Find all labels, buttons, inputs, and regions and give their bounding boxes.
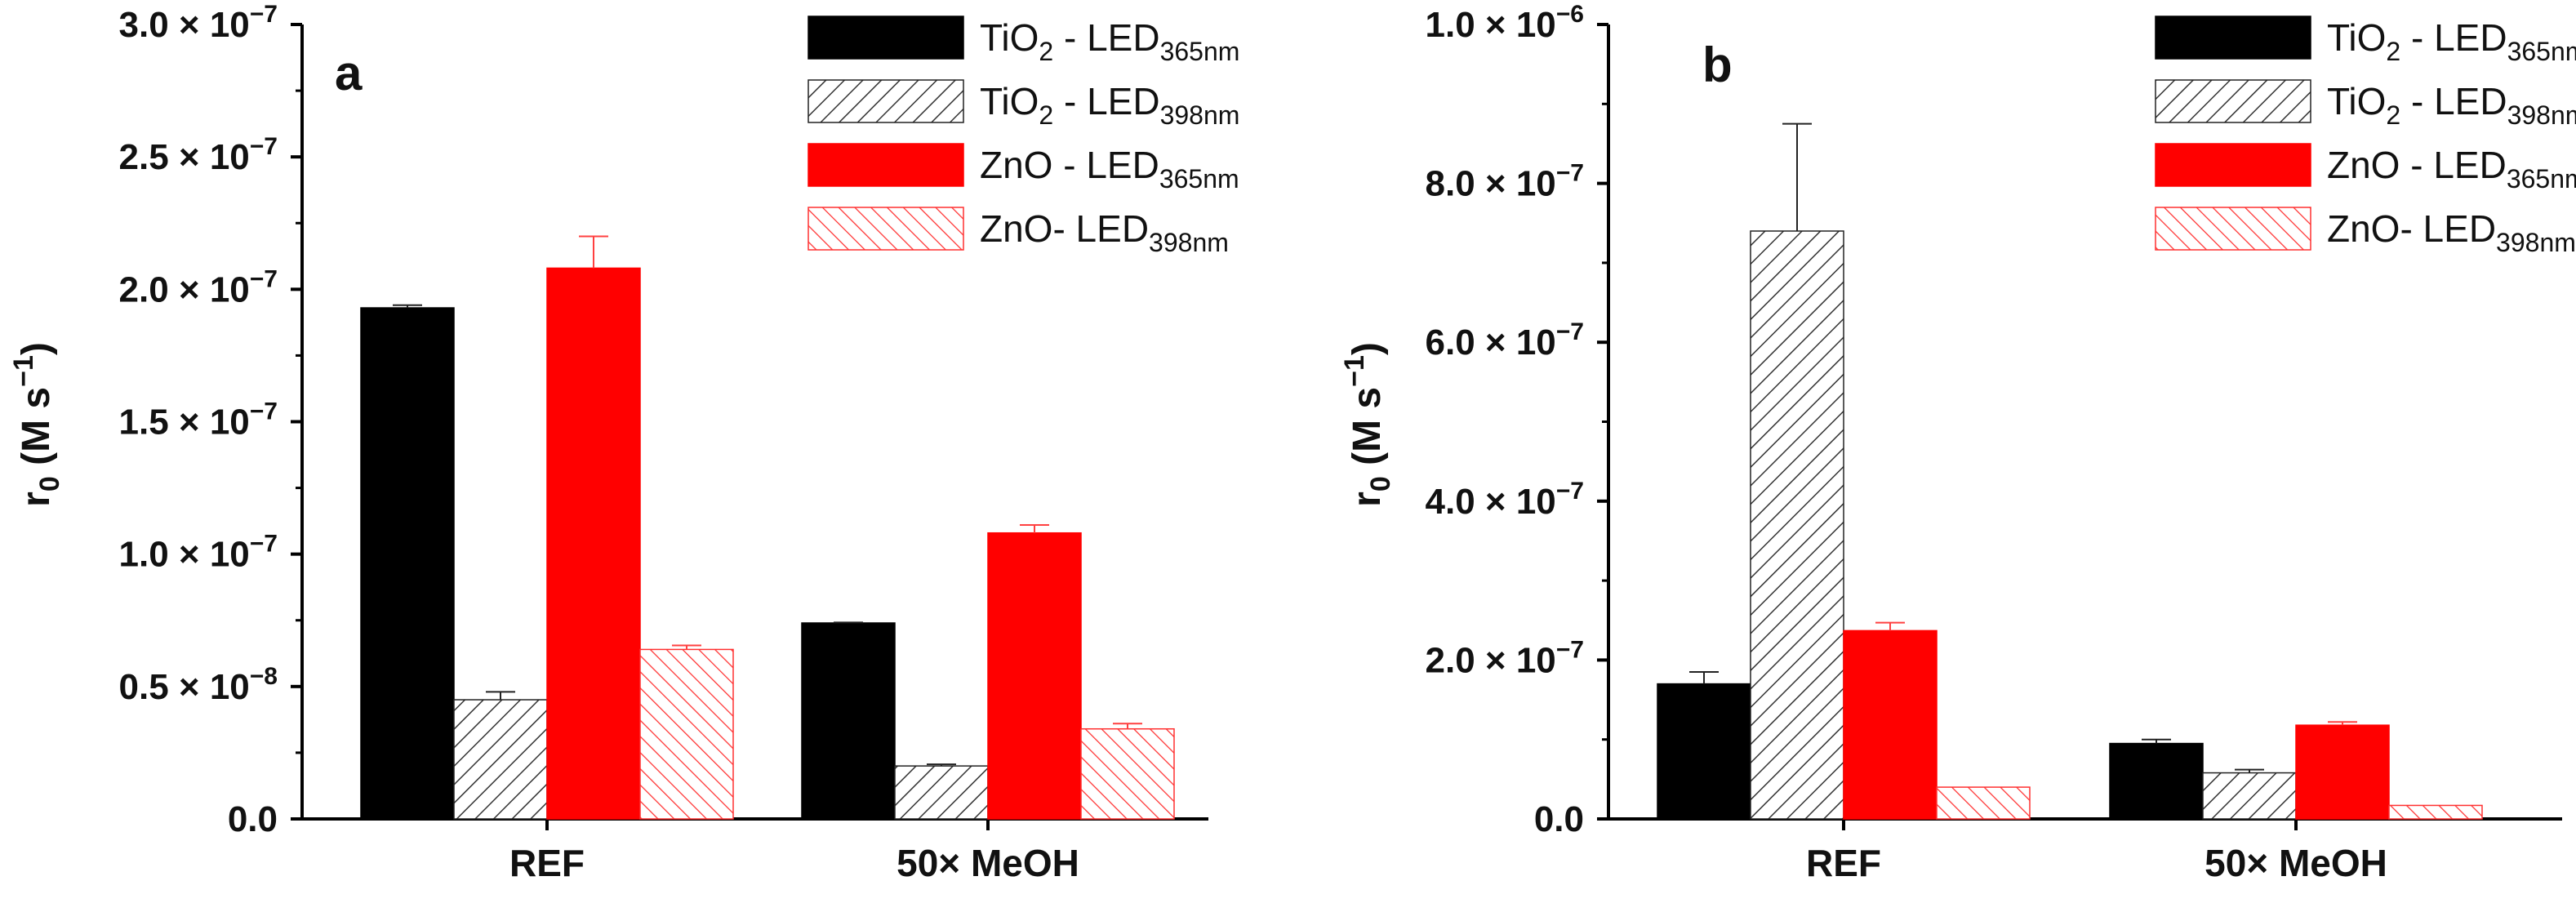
legend-entry-label: ZnO - LED365nm (980, 144, 1239, 194)
y-tick-label: 2.5 × 10−7 (119, 133, 278, 177)
legend-entry-label: TiO2 - LED365nm (2327, 16, 2576, 66)
x-category-label: 50× MeOH (2205, 842, 2387, 884)
y-axis-label: r0 (M s−1) (1339, 342, 1396, 507)
bar (894, 765, 989, 820)
panel-letter: b (1702, 38, 1733, 92)
legend-swatch (2155, 79, 2311, 123)
x-category-label: REF (1806, 842, 1881, 884)
y-tick-label: 3.0 × 10−7 (119, 1, 278, 45)
y-tick-label: 0.0 (1534, 799, 1584, 839)
x-category-label: 50× MeOH (896, 842, 1079, 884)
y-tick-label: 8.0 × 10−7 (1426, 160, 1584, 204)
y-tick-label: 4.0 × 10−7 (1426, 478, 1584, 522)
legend-entry-label: TiO2 - LED398nm (980, 80, 1239, 130)
bar (453, 699, 548, 820)
y-tick-label: 1.0 × 10−6 (1426, 1, 1584, 45)
bar (1843, 630, 1938, 820)
bar (1750, 230, 1844, 820)
legend-entry-label: ZnO- LED398nm (2327, 207, 2576, 257)
bar (1936, 786, 2031, 820)
legend-entry-label: TiO2 - LED365nm (980, 16, 1239, 66)
y-tick-label: 0.0 (228, 799, 278, 839)
legend-entry-label: ZnO - LED365nm (2327, 144, 2576, 194)
bar (639, 648, 734, 820)
y-tick-label: 2.0 × 10−7 (1426, 636, 1584, 680)
legend-swatch (2155, 207, 2311, 251)
bar (2202, 772, 2297, 820)
panel-a-chart: 0.0 0.5 × 10−8 1.0 × 10−7 1.5 × 10−7 2.0 × 1… (8, 1, 1239, 884)
legend-entry-label: TiO2 - LED398nm (2327, 80, 2576, 130)
bar (2109, 742, 2204, 820)
legend-swatch (808, 79, 964, 123)
bar (1080, 727, 1175, 820)
y-tick-label: 0.5 × 10−8 (119, 663, 278, 707)
legend-swatch (808, 16, 964, 60)
y-tick-label: 1.5 × 10−7 (119, 398, 278, 443)
y-tick-label: 2.0 × 10−7 (119, 265, 278, 309)
panel-letter: a (335, 46, 363, 100)
bar (801, 622, 896, 820)
y-axis-label: r0 (M s−1) (8, 342, 65, 507)
bar (2295, 724, 2390, 820)
bar (360, 307, 455, 820)
panel-b-chart: 0.0 2.0 × 10−7 4.0 × 10−7 6.0 × 10−7 8.0 × 1… (1339, 1, 2576, 884)
legend-swatch (2155, 143, 2311, 187)
x-category-label: REF (509, 842, 585, 884)
legend-entry-label: ZnO- LED398nm (980, 207, 1229, 257)
legend-swatch (808, 143, 964, 187)
y-tick-label: 1.0 × 10−7 (119, 531, 278, 575)
legend-swatch (2155, 16, 2311, 60)
y-tick-label: 6.0 × 10−7 (1426, 318, 1584, 363)
bar (2388, 804, 2483, 820)
legend-swatch (808, 207, 964, 251)
bar (546, 267, 641, 820)
bar (987, 532, 1082, 820)
bar (1657, 683, 1751, 820)
